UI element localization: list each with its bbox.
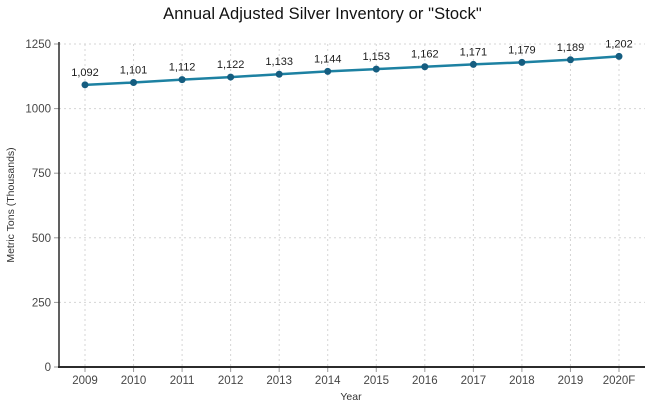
data-point-label: 1,112 <box>169 62 196 74</box>
data-point <box>566 56 574 64</box>
x-tick-label: 2016 <box>412 375 438 387</box>
data-point-label: 1,144 <box>314 53 342 65</box>
data-point <box>81 81 89 89</box>
data-point-label: 1,202 <box>605 38 633 50</box>
y-tick-label: 1000 <box>25 104 51 116</box>
x-tick-label: 2010 <box>121 375 147 387</box>
data-point-label: 1,092 <box>71 67 99 79</box>
data-point-label: 1,101 <box>120 65 148 77</box>
axis-lines <box>58 42 645 368</box>
chart-canvas: 1,092 1,101 1,112 1,122 1,133 1,144 1,153 1,162… <box>5 38 645 403</box>
x-axis-title: Year <box>340 391 362 403</box>
data-point-label: 1,122 <box>217 59 245 71</box>
data-point <box>324 67 332 75</box>
y-tick-label: 0 <box>45 362 51 374</box>
x-tick-label: 2013 <box>266 375 292 387</box>
line-series <box>81 52 623 89</box>
data-point-label: 1,171 <box>460 46 488 58</box>
data-point <box>615 52 623 60</box>
x-tick-label: 2014 <box>315 375 341 387</box>
data-point <box>130 79 138 87</box>
data-point-label: 1,189 <box>557 42 585 54</box>
x-tick-label: 2009 <box>72 375 98 387</box>
x-tick-label: 2019 <box>558 375 584 387</box>
data-point <box>227 73 235 81</box>
data-point-label: 1,179 <box>508 44 536 56</box>
x-tick-label: 2017 <box>461 375 487 387</box>
y-tick-label: 750 <box>32 168 51 180</box>
axis-ticks <box>54 43 620 372</box>
gridlines <box>59 43 645 367</box>
data-point-label: 1,133 <box>265 56 293 68</box>
y-tick-label: 500 <box>32 233 51 245</box>
x-tick-label: 2011 <box>170 375 195 387</box>
tick-labels: 0 250 500 750 1000 1250 2009 2010 2011 2012 2013 20… <box>25 39 635 387</box>
data-point-label: 1,162 <box>411 49 439 61</box>
x-tick-label: 2012 <box>218 375 244 387</box>
x-tick-label: 2015 <box>363 375 389 387</box>
data-point <box>421 63 429 71</box>
x-tick-label: 2018 <box>509 375 535 387</box>
data-point <box>518 58 526 66</box>
x-tick-label: 2020F <box>603 375 636 387</box>
y-axis-title: Metric Tons (Thousands) <box>5 147 17 262</box>
series-line <box>83 55 621 87</box>
chart-title: Annual Adjusted Silver Inventory or "Sto… <box>163 5 482 23</box>
data-point-label: 1,153 <box>363 51 391 63</box>
y-tick-label: 250 <box>32 297 51 309</box>
data-point <box>469 60 477 68</box>
data-labels: 1,092 1,101 1,112 1,122 1,133 1,144 1,153 1,162… <box>71 38 633 78</box>
data-point <box>372 65 380 73</box>
data-point <box>275 70 283 78</box>
y-tick-label: 1250 <box>25 39 51 51</box>
data-point <box>178 76 186 84</box>
